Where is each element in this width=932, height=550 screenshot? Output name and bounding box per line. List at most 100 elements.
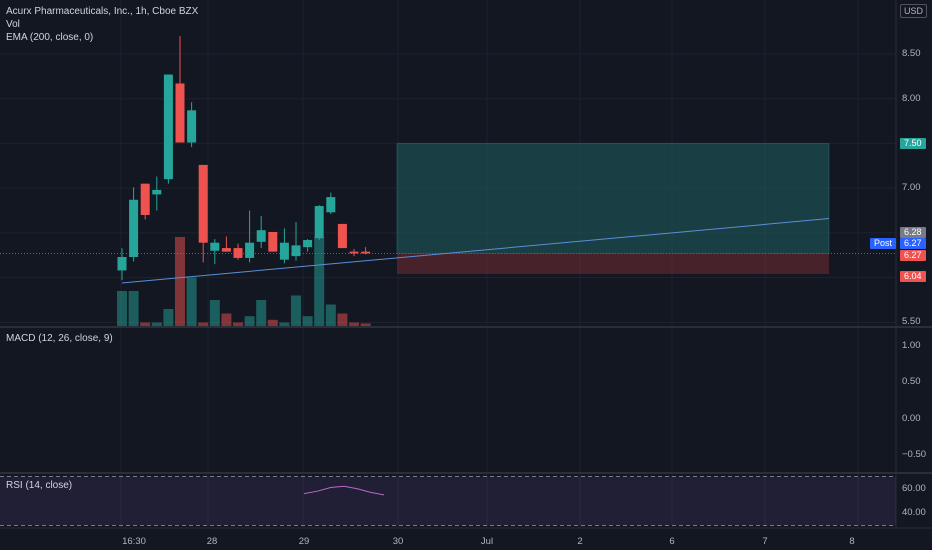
time-tick-label: 16:30 [122,536,146,547]
candle[interactable] [152,176,162,211]
candle[interactable] [279,228,289,264]
ema-line [121,218,830,284]
candle-body [279,242,289,260]
candle-body [129,199,139,258]
symbol-title: Acurx Pharmaceuticals, Inc., 1h, Cboe BZ… [6,6,199,17]
volume-bar [163,309,174,327]
candle-body [187,110,197,143]
post-market-label: Post [870,238,897,249]
pane-separators [0,326,932,474]
macd-label: MACD (12, 26, close, 9) [6,333,113,344]
rsi-tick-label: 40.00 [902,507,926,519]
chart-legend: Acurx Pharmaceuticals, Inc., 1h, Cboe BZ… [6,5,198,44]
candle[interactable] [256,215,266,249]
candle[interactable] [245,210,255,263]
candle[interactable] [337,223,347,249]
rsi-line [303,485,385,496]
stop-price-tag: 6.04 [900,271,926,282]
macd-tick-label: 0.00 [902,412,921,424]
candle-body [349,251,359,254]
volume-bar [198,322,209,327]
candle-body [314,206,324,239]
volume-bar [267,319,278,327]
candle[interactable] [268,231,278,252]
candle[interactable] [314,205,324,241]
currency-button[interactable]: USD [899,4,927,18]
volume-bar [256,300,267,327]
time-tick-label: 8 [849,536,855,547]
volume-bar [314,237,325,327]
time-tick-label: 30 [392,536,404,547]
last-price-tag: 6.28 [900,227,926,238]
volume-bar [221,313,232,327]
candle-body [175,83,185,143]
candle[interactable] [233,243,243,260]
price-tick-label: 7.00 [902,182,921,194]
rsi-band [0,476,896,526]
macd-tick-label: 1.00 [902,339,921,351]
volume-bar [186,277,197,327]
volume-bar [337,313,348,327]
candle[interactable] [221,236,231,252]
volume-bar [279,322,290,327]
candle-body [245,242,255,258]
candle[interactable] [291,222,301,261]
post-market-price-tag: 6.27 [900,238,926,249]
rsi-pane [0,475,896,527]
ema-label: EMA (200, close, 0) [6,32,94,43]
candle[interactable] [349,248,359,257]
stop-zone[interactable] [397,253,829,275]
candle[interactable] [163,74,173,184]
volume-label: Vol [6,19,20,30]
volume-bar [325,304,336,327]
candle-body [256,230,266,242]
candle[interactable] [326,192,336,215]
time-tick-label: 6 [669,536,675,547]
candle[interactable] [117,248,127,281]
candle-body [326,197,336,213]
price-tick-label: 8.00 [902,92,921,104]
volume-bar [209,300,220,327]
volume-bar [360,323,371,327]
candle-body [198,164,208,243]
candle-body [233,248,243,258]
long-position-tool[interactable] [0,142,896,275]
candle-body [152,189,162,195]
macd-tick-label: 0.50 [902,376,921,388]
target-zone[interactable] [396,142,830,254]
candle-body [221,248,231,252]
candlesticks[interactable] [117,36,371,281]
volume-bar [291,295,301,327]
candle[interactable] [129,187,139,262]
macd-tick-label: −0.50 [902,449,927,461]
volume-bar [349,322,359,327]
candle[interactable] [210,239,220,265]
candle[interactable] [198,164,208,263]
candle[interactable] [140,183,150,220]
candle[interactable] [361,247,371,255]
ema-200-line [121,218,830,284]
volume-bar [140,322,151,327]
candle-body [268,231,278,252]
candle-body [117,257,127,271]
volume-bar [233,322,243,327]
volume-bar [302,316,313,327]
close-price-tag: 6.27 [900,250,926,261]
candle[interactable] [187,102,197,147]
candle-body [140,183,150,215]
time-tick-label: 29 [298,536,310,547]
rsi-tick-label: 60.00 [902,482,926,494]
candle[interactable] [175,36,185,143]
candle-body [210,242,220,251]
candle[interactable] [303,239,313,252]
rsi-label: RSI (14, close) [6,480,73,491]
volume-bar [128,291,139,327]
time-tick-label: Jul [480,536,494,547]
volume-bar [151,322,162,327]
price-tick-label: 8.50 [902,47,921,59]
time-tick-label: 28 [206,536,218,547]
volume-bars [117,237,371,327]
volume-bar [175,237,185,327]
candle-body [361,251,371,254]
